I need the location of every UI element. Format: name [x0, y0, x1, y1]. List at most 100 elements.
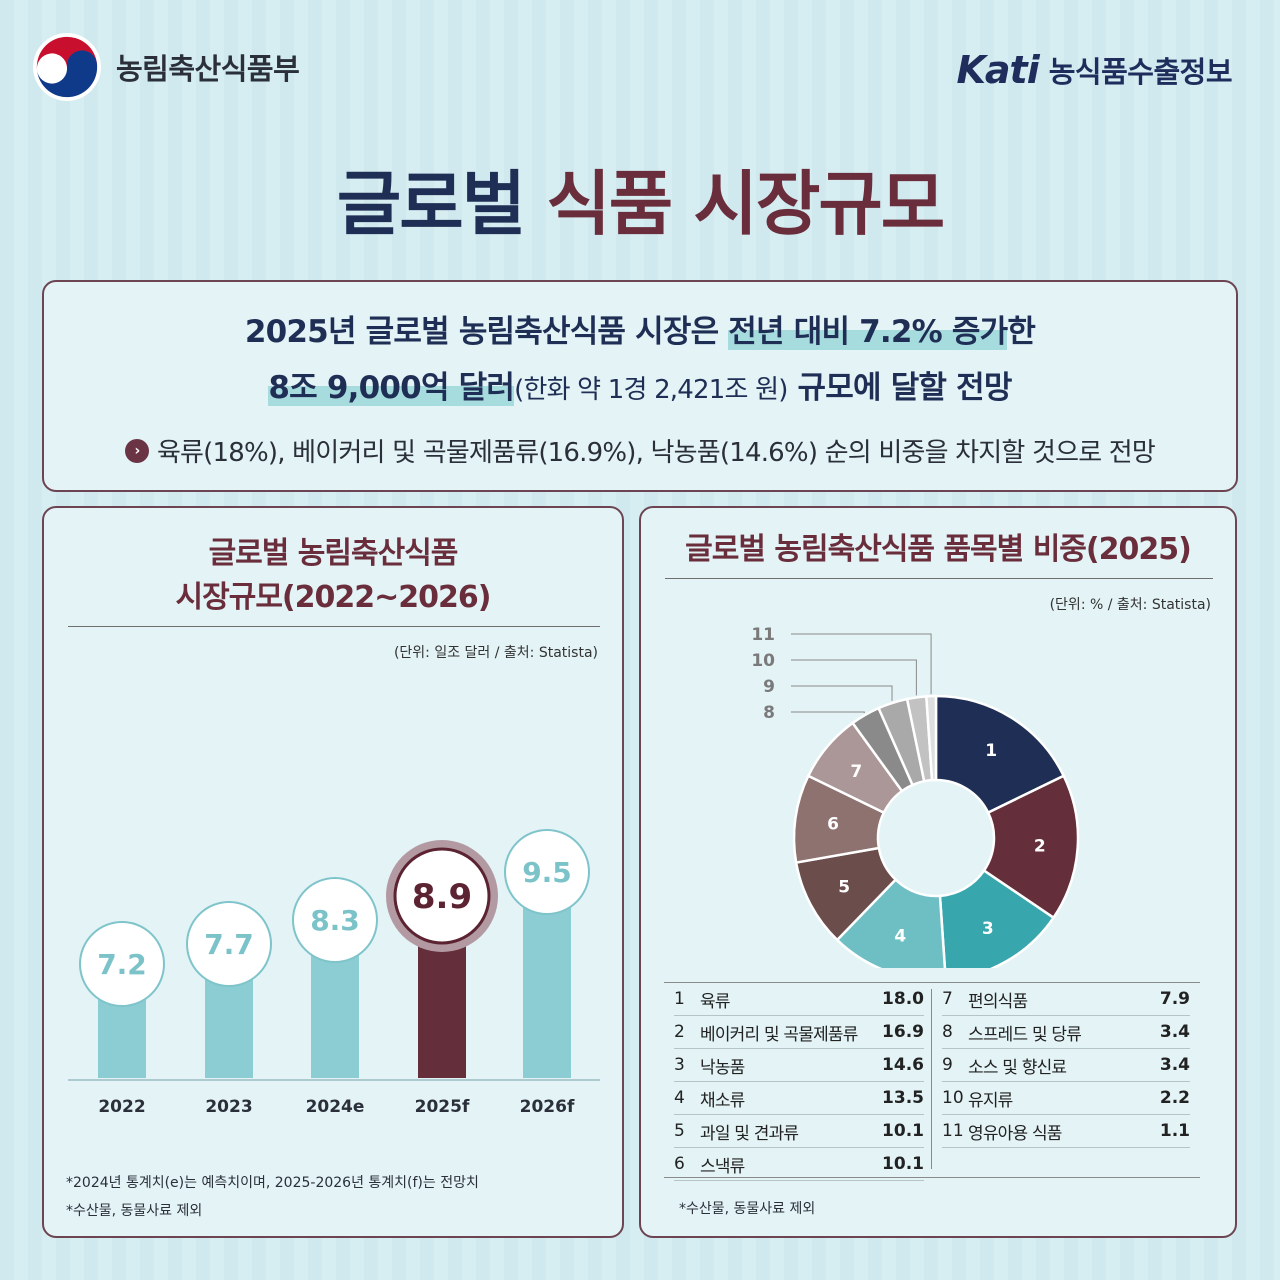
donut-legend-table: 1 육류 18.0 2 베이커리 및 곡물제품류 16.9 3 낙농품 14.6 4 채소류 13.5…: [664, 982, 1200, 1181]
legend-number: 4: [674, 1088, 685, 1108]
legend-number: 1: [674, 989, 685, 1009]
bar-chart-title: 글로벌 농림축산식품 시장규모(2022~2026): [44, 532, 622, 620]
summary-line3-text: 육류(18%), 베이커리 및 곡물제품류(16.9%), 낙농품(14.6%)…: [156, 438, 1156, 468]
bar-value-bubble-2025f: [393, 847, 491, 945]
donut-slice-label-5: 5: [838, 878, 850, 898]
legend-name: 영유아용 식품: [968, 1123, 1062, 1144]
legend-column-right: 7 편의식품 7.9 8 스프레드 및 당류 3.4 9 소스 및 향신료 3.4 10 유지류 2.…: [942, 983, 1190, 1148]
legend-row: 9 소스 및 향신료 3.4: [942, 1049, 1190, 1082]
legend-value: 3.4: [1159, 1055, 1190, 1075]
donut-slice-label-4: 4: [894, 927, 906, 947]
legend-value: 10.1: [882, 1121, 924, 1141]
bar-category-label-2024e: 2024e: [306, 1097, 365, 1117]
donut-slice-label-1: 1: [985, 741, 997, 761]
legend-value: 3.4: [1159, 1022, 1190, 1042]
bar-value-bubble-2026f: [504, 829, 590, 915]
bar-chart-unit: (단위: 일조 달러 / 출처: Statista): [393, 645, 598, 661]
legend-name: 채소류: [700, 1090, 745, 1111]
kati-header: Kati 농식품수출정보: [956, 48, 1232, 92]
donut-slice-label-8: 8: [763, 703, 775, 723]
kati-name: 농식품수출정보: [1048, 55, 1233, 89]
title-part1: 글로벌: [336, 163, 526, 245]
legend-number: 6: [674, 1154, 685, 1174]
bar-chart-panel: 글로벌 농림축산식품 시장규모(2022~2026) (단위: 일조 달러 / …: [42, 506, 624, 1238]
donut-slice-2: [982, 774, 1080, 920]
legend-value: 2.2: [1159, 1088, 1190, 1108]
summary-line1: 2025년 글로벌 농림축산식품 시장은 전년 대비 7.2% 증가한: [44, 306, 1236, 351]
bar-value-label-2023: 7.7: [204, 928, 254, 961]
donut-slice-label-10: 10: [751, 651, 775, 671]
legend-number: 5: [674, 1121, 685, 1141]
legend-name: 낙농품: [700, 1057, 745, 1078]
donut-slice-label-3: 3: [982, 919, 994, 939]
legend-value: 1.1: [1159, 1121, 1190, 1141]
summary-line2: 8조 9,000억 달러(한화 약 1경 2,421조 원) 규모에 달할 전망: [44, 362, 1236, 407]
bar-category-label-2023: 2023: [205, 1097, 252, 1117]
legend-name: 육류: [700, 991, 730, 1012]
bar-chart-title-line1: 글로벌 농림축산식품: [208, 536, 459, 571]
donut-slice-label-9: 9: [763, 677, 775, 697]
kati-logo: Kati: [956, 48, 1039, 92]
summary-line2-krw: (한화 약 1경 2,421조 원): [514, 375, 788, 405]
legend-name: 스프레드 및 당류: [968, 1024, 1082, 1045]
bar-chart: 7.2 2022 7.7 2023 8.3 2024e 8.9 2025f 9.5 2026f: [68, 829, 600, 1117]
legend-name: 소스 및 향신료: [968, 1057, 1067, 1078]
bar-value-label-2025f: 8.9: [412, 877, 472, 917]
donut-chart-title: 글로벌 농림축산식품 품목별 비중(2025): [685, 532, 1192, 567]
summary-line3: › 육류(18%), 베이커리 및 곡물제품류(16.9%), 낙농품(14.6…: [44, 432, 1236, 469]
summary-line1-c: 한: [1007, 314, 1036, 350]
donut-slice-3: [938, 868, 1056, 968]
donut-slice-label-11: 11: [751, 625, 775, 645]
donut-leader-line-10: [791, 659, 917, 696]
ministry-name: 농림축산식품부: [116, 52, 300, 86]
bar-category-label-2022: 2022: [98, 1097, 145, 1117]
page-title: 글로벌 식품 시장규모: [0, 148, 1280, 249]
legend-value: 7.9: [1159, 989, 1190, 1009]
donut-footnote: *수산물, 동물사료 제외: [679, 1201, 816, 1217]
bar-value-label-2022: 7.2: [97, 948, 147, 981]
donut-chart-panel: 글로벌 농림축산식품 품목별 비중(2025) (단위: % / 출처: Sta…: [639, 506, 1237, 1238]
donut-chart-unit: (단위: % / 출처: Statista): [1049, 597, 1211, 613]
legend-row: 6 스낵류 10.1: [674, 1148, 924, 1181]
bar-value-label-2026f: 9.5: [522, 856, 572, 889]
bar-chart-divider: [68, 626, 600, 627]
legend-name: 과일 및 견과류: [700, 1123, 799, 1144]
legend-column-left: 1 육류 18.0 2 베이커리 및 곡물제품류 16.9 3 낙농품 14.6 4 채소류 13.5…: [674, 983, 924, 1181]
legend-value: 16.9: [882, 1022, 924, 1042]
legend-number: 7: [942, 989, 953, 1009]
legend-row: 5 과일 및 견과류 10.1: [674, 1115, 924, 1148]
donut-slice-label-2: 2: [1034, 836, 1046, 856]
legend-row: 4 채소류 13.5: [674, 1082, 924, 1115]
donut-slice-11: [924, 694, 938, 782]
legend-number: 9: [942, 1055, 953, 1075]
summary-line1-highlight: 전년 대비 7.2% 증가: [728, 314, 1008, 350]
bar-value-label-2024e: 8.3: [310, 904, 360, 937]
bar-footnote-2: *수산물, 동물사료 제외: [66, 1203, 203, 1219]
donut-slice-1: [934, 694, 1066, 815]
summary-line1-a: 2025년 글로벌 농림축산식품 시장은: [244, 314, 729, 350]
legend-value: 18.0: [882, 989, 924, 1009]
taegeuk-emblem-icon: [33, 33, 101, 101]
donut-leader-line-9: [791, 685, 893, 701]
legend-name: 편의식품: [968, 991, 1028, 1012]
legend-value: 13.5: [882, 1088, 924, 1108]
legend-row: 1 육류 18.0: [674, 983, 924, 1016]
bar-chart-title-line2: 시장규모(2022~2026): [175, 580, 492, 615]
bar-category-label-2025f: 2025f: [415, 1097, 470, 1117]
donut-slice-label-6: 6: [827, 815, 839, 835]
legend-value: 10.1: [882, 1154, 924, 1174]
legend-number: 10: [942, 1088, 964, 1108]
donut-chart: 1 2 3 4 5 6 7 8 9 10 11: [751, 625, 1080, 968]
legend-number: 2: [674, 1022, 685, 1042]
legend-row: 3 낙농품 14.6: [674, 1049, 924, 1082]
legend-row: 10 유지류 2.2: [942, 1082, 1190, 1115]
donut-slice-label-7: 7: [850, 762, 862, 782]
bar-value-bubble-2023: [186, 901, 272, 987]
summary-box: 2025년 글로벌 농림축산식품 시장은 전년 대비 7.2% 증가한 8조 9…: [42, 280, 1238, 492]
donut-leader-line-8: [791, 711, 865, 714]
legend-row: 7 편의식품 7.9: [942, 983, 1190, 1016]
donut-leader-line-11: [791, 633, 932, 695]
bar-value-bubble-2022: [79, 921, 165, 1007]
legend-row: 11 영유아용 식품 1.1: [942, 1115, 1190, 1148]
legend-value: 14.6: [882, 1055, 924, 1075]
